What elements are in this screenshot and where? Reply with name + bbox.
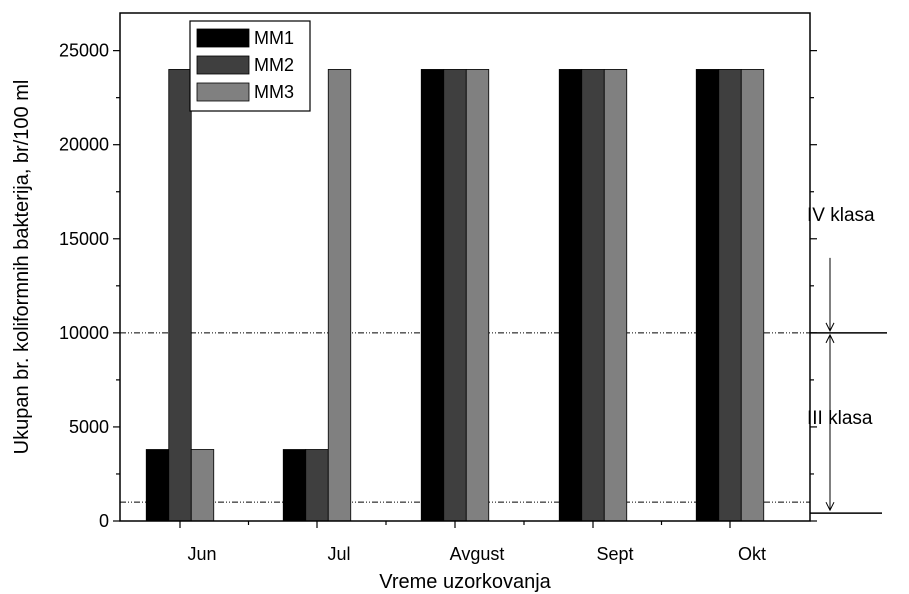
x-tick-label: Jun — [187, 544, 216, 564]
class-annotations: IV klasa III klasa — [807, 205, 887, 514]
bar-mm3-jul — [327, 69, 352, 522]
bar-mm2-okt — [718, 69, 742, 522]
legend-label-mm1: MM1 — [254, 28, 294, 48]
legend-swatch-mm1 — [196, 28, 250, 48]
bar-mm3-avgust — [465, 69, 490, 522]
bar-mm2-sept — [581, 69, 605, 522]
bar-mm1-avgust — [420, 69, 445, 522]
bar-mm3-okt — [740, 69, 765, 522]
y-tick-label: 10000 — [59, 323, 109, 343]
bars — [145, 69, 765, 522]
bar-mm1-okt — [695, 69, 720, 522]
iii-class-arrowhead-bottom — [825, 501, 835, 512]
bar-mm2-jun — [168, 69, 192, 522]
bar-mm1-jul — [282, 449, 307, 522]
bar-mm3-sept — [603, 69, 628, 522]
bar-mm2-avgust — [443, 69, 467, 522]
iii-class-label: III klasa — [807, 408, 873, 429]
iv-class-label: IV klasa — [807, 205, 875, 226]
iv-class-arrowhead — [825, 322, 835, 332]
legend-label-mm2: MM2 — [254, 55, 294, 75]
y-axis-label: Ukupan br. koliformnih bakterija, br/100… — [11, 80, 33, 455]
y-tick-label: 5000 — [69, 417, 109, 437]
y-tick-label: 20000 — [59, 135, 109, 155]
bar-mm3-jun — [190, 449, 215, 522]
legend-swatch-mm3 — [196, 82, 250, 102]
x-tick-label: Sept — [596, 544, 633, 564]
x-axis-label: Vreme uzorkovanja — [379, 571, 551, 593]
y-tick-label: 15000 — [59, 229, 109, 249]
y-tick-label: 0 — [99, 511, 109, 531]
bar-mm2-jul — [305, 449, 329, 522]
x-tick-label: Avgust — [450, 544, 505, 564]
bar-mm1-sept — [558, 69, 583, 522]
legend-label-mm3: MM3 — [254, 82, 294, 102]
x-tick-label: Jul — [327, 544, 350, 564]
x-axis: Jun Jul Avgust Sept Okt — [179, 521, 766, 564]
iii-class-arrowhead-top — [825, 333, 835, 344]
x-tick-label: Okt — [738, 544, 766, 564]
legend-swatch-mm2 — [196, 55, 250, 75]
plot-frame — [119, 12, 811, 522]
y-tick-label: 25000 — [59, 41, 109, 61]
legend: MM1 MM2 MM3 — [189, 20, 311, 112]
bar-mm1-jun — [145, 449, 170, 522]
